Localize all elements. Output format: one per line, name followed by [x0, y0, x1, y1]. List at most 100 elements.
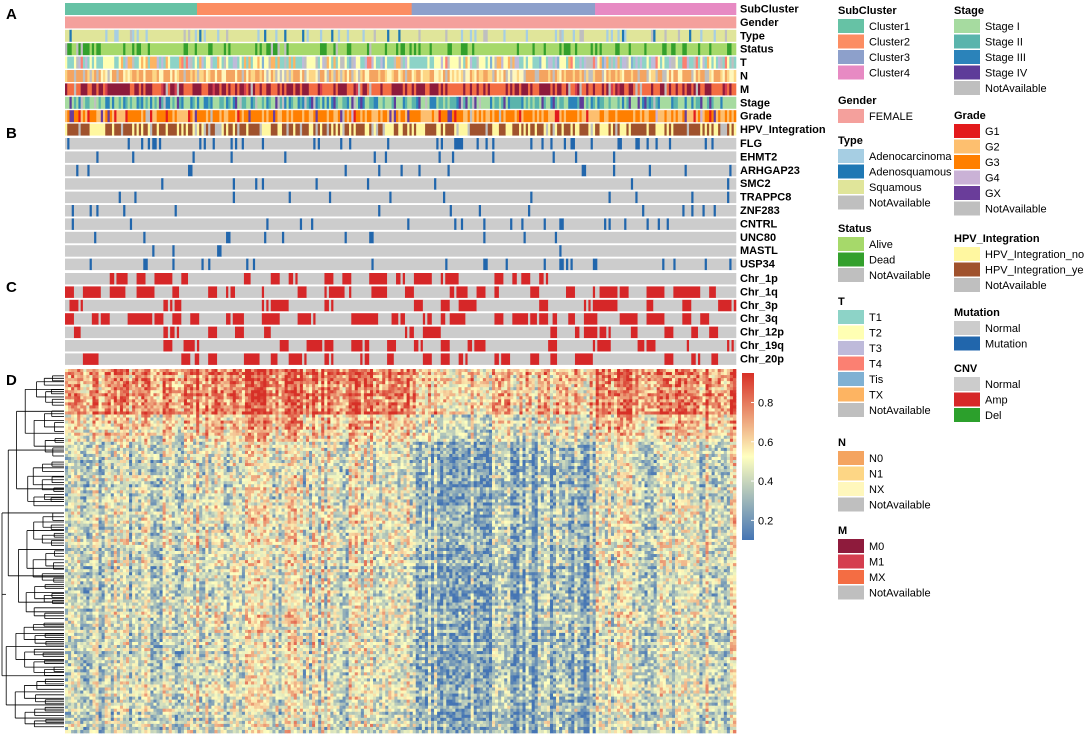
track-cell: [667, 83, 670, 95]
track-cell: [405, 57, 408, 69]
track-cell: [470, 70, 473, 82]
track-cell: [78, 97, 81, 109]
track-cell: [318, 97, 321, 109]
track-cell: [262, 83, 267, 95]
track-cell: [74, 83, 77, 95]
track-cell: [320, 70, 325, 82]
track-cell: [148, 124, 151, 136]
track-cell: [474, 70, 477, 82]
track-cell: [324, 70, 327, 82]
track-cell: [360, 57, 365, 69]
track-cell: [275, 70, 278, 82]
track-cell: [678, 110, 683, 122]
track-cell: [345, 57, 348, 69]
track-cell: [266, 97, 269, 109]
track-cell: [81, 83, 88, 95]
track-cell: [588, 110, 599, 122]
track-cell: [237, 124, 240, 136]
track-cell: [298, 97, 301, 109]
track-cell: [622, 70, 625, 82]
track-cell: [239, 110, 242, 122]
track-cell: [181, 124, 184, 136]
track-cell: [125, 97, 128, 109]
track-cell: [302, 97, 305, 109]
track-cell: [385, 70, 388, 82]
track-cell: [260, 70, 263, 82]
track-cell: [235, 124, 238, 136]
track-cell: [387, 57, 394, 69]
track-cell: [620, 70, 623, 82]
track-cell: [468, 110, 471, 122]
track-cell: [642, 97, 645, 109]
track-cell: [595, 83, 602, 95]
track-cell: [642, 110, 645, 122]
track-cell: [108, 30, 115, 42]
track-cell: [197, 30, 200, 42]
track-cell: [528, 97, 531, 109]
track-cell: [550, 70, 553, 82]
track-cell: [694, 110, 697, 122]
track-cell: [555, 97, 558, 109]
track-cell: [347, 70, 350, 82]
track-cell: [132, 70, 137, 82]
track-cell: [383, 110, 388, 122]
track-cell: [143, 124, 148, 136]
track-cell: [282, 110, 287, 122]
track-cell: [512, 70, 517, 82]
track-cell: [586, 97, 589, 109]
track-cell: [676, 57, 679, 69]
track-cell: [611, 70, 616, 82]
track-cell: [309, 30, 320, 42]
track-cell: [141, 97, 144, 109]
track-cell: [85, 97, 90, 109]
track-cell: [333, 70, 336, 82]
track-cell: [273, 110, 276, 122]
track-cell: [123, 97, 126, 109]
track-cell: [168, 124, 177, 136]
track-cell: [150, 124, 153, 136]
track-cell: [96, 70, 99, 82]
track-cell: [463, 70, 466, 82]
panel-labels: ABCD: [6, 6, 17, 389]
track-cell: [199, 124, 202, 136]
track-cell: [275, 57, 278, 69]
track-cell: [562, 43, 565, 55]
track-cell: [568, 97, 577, 109]
track-cell: [67, 83, 74, 95]
track-cell: [729, 110, 732, 122]
track-cell: [345, 110, 348, 122]
track-cell: [392, 110, 395, 122]
track-cell: [530, 97, 533, 109]
track-cell: [271, 97, 276, 109]
track-cell: [369, 97, 374, 109]
track-cell: [184, 97, 191, 109]
track-cell: [266, 30, 275, 42]
track-cell: [338, 57, 341, 69]
track-cell: [606, 83, 609, 95]
track-cell: [519, 110, 522, 122]
track-cell: [121, 97, 124, 109]
track-cell: [667, 30, 678, 42]
track-cell: [615, 57, 618, 69]
track-cell: [613, 57, 616, 69]
track-cell: [132, 43, 135, 55]
track-cell: [134, 57, 139, 69]
track-cell: [515, 57, 520, 69]
track-cell: [213, 57, 218, 69]
track-cell: [222, 83, 227, 95]
track-cell: [159, 124, 166, 136]
track-cell: [611, 83, 614, 95]
track-cell: [365, 110, 368, 122]
track-cell: [447, 70, 450, 82]
track-cell: [320, 57, 323, 69]
track-cell: [497, 70, 500, 82]
track-cell: [248, 83, 251, 95]
track-cell: [577, 83, 580, 95]
track-cell: [720, 70, 723, 82]
track-cell: [251, 70, 256, 82]
track-cell: [114, 97, 119, 109]
track-cell: [336, 57, 339, 69]
track-cell: [700, 83, 705, 95]
track-cell: [678, 57, 683, 69]
track-cell: [358, 83, 361, 95]
